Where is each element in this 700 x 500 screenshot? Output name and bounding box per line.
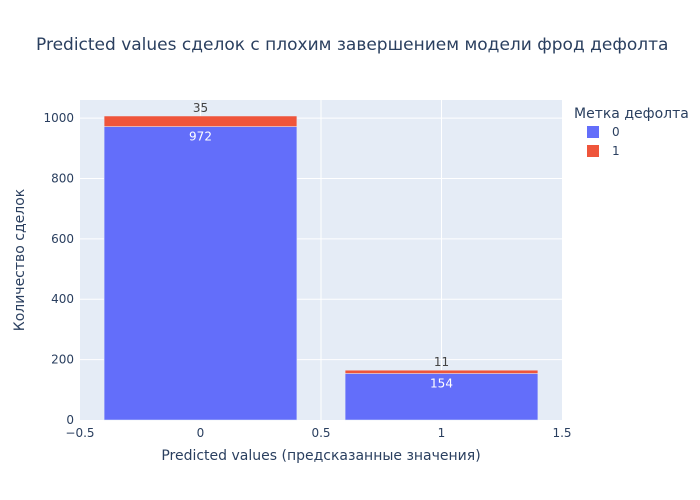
legend-item-1[interactable]: 1	[587, 144, 620, 158]
x-tick-label: 0.5	[311, 426, 330, 440]
legend-label: 1	[612, 144, 620, 158]
bar-segment-1	[344, 369, 539, 374]
legend: Метка дефолта 01	[574, 106, 689, 158]
data-label: 35	[193, 101, 208, 115]
legend-label: 0	[612, 125, 620, 139]
data-labels-group: 972 35 154 11	[189, 101, 453, 391]
y-tick-label: 1000	[43, 111, 74, 125]
x-tick-label: −0.5	[65, 426, 94, 440]
x-tick-label: 0	[197, 426, 205, 440]
legend-swatch	[587, 145, 599, 157]
legend-title: Метка дефолта	[574, 106, 689, 122]
bar-segment-0	[344, 373, 539, 421]
y-tick-labels: 0 200 400 600 800 1000	[43, 111, 74, 427]
chart-title: Predicted values сделок с плохим заверше…	[36, 35, 668, 55]
legend-item-0[interactable]: 0	[587, 125, 620, 139]
y-tick-label: 0	[66, 413, 74, 427]
y-tick-label: 600	[51, 232, 74, 246]
x-tick-label: 1.5	[552, 426, 571, 440]
data-label: 11	[434, 355, 449, 369]
data-label: 154	[430, 377, 453, 391]
y-tick-label: 200	[51, 353, 74, 367]
legend-swatch	[587, 126, 599, 138]
x-axis-title: Predicted values (предсказанные значения…	[161, 448, 480, 464]
legend-items: 01	[587, 125, 620, 158]
x-tick-label: 1	[438, 426, 446, 440]
bar-segment-0	[103, 126, 298, 421]
x-tick-labels: −0.5 0 0.5 1 1.5	[65, 426, 571, 440]
y-tick-label: 800	[51, 171, 74, 185]
bar-segment-1	[103, 115, 298, 127]
data-label: 972	[189, 130, 212, 144]
bars-group	[103, 115, 539, 421]
y-tick-label: 400	[51, 292, 74, 306]
y-axis-title: Количество сделок	[12, 189, 28, 332]
